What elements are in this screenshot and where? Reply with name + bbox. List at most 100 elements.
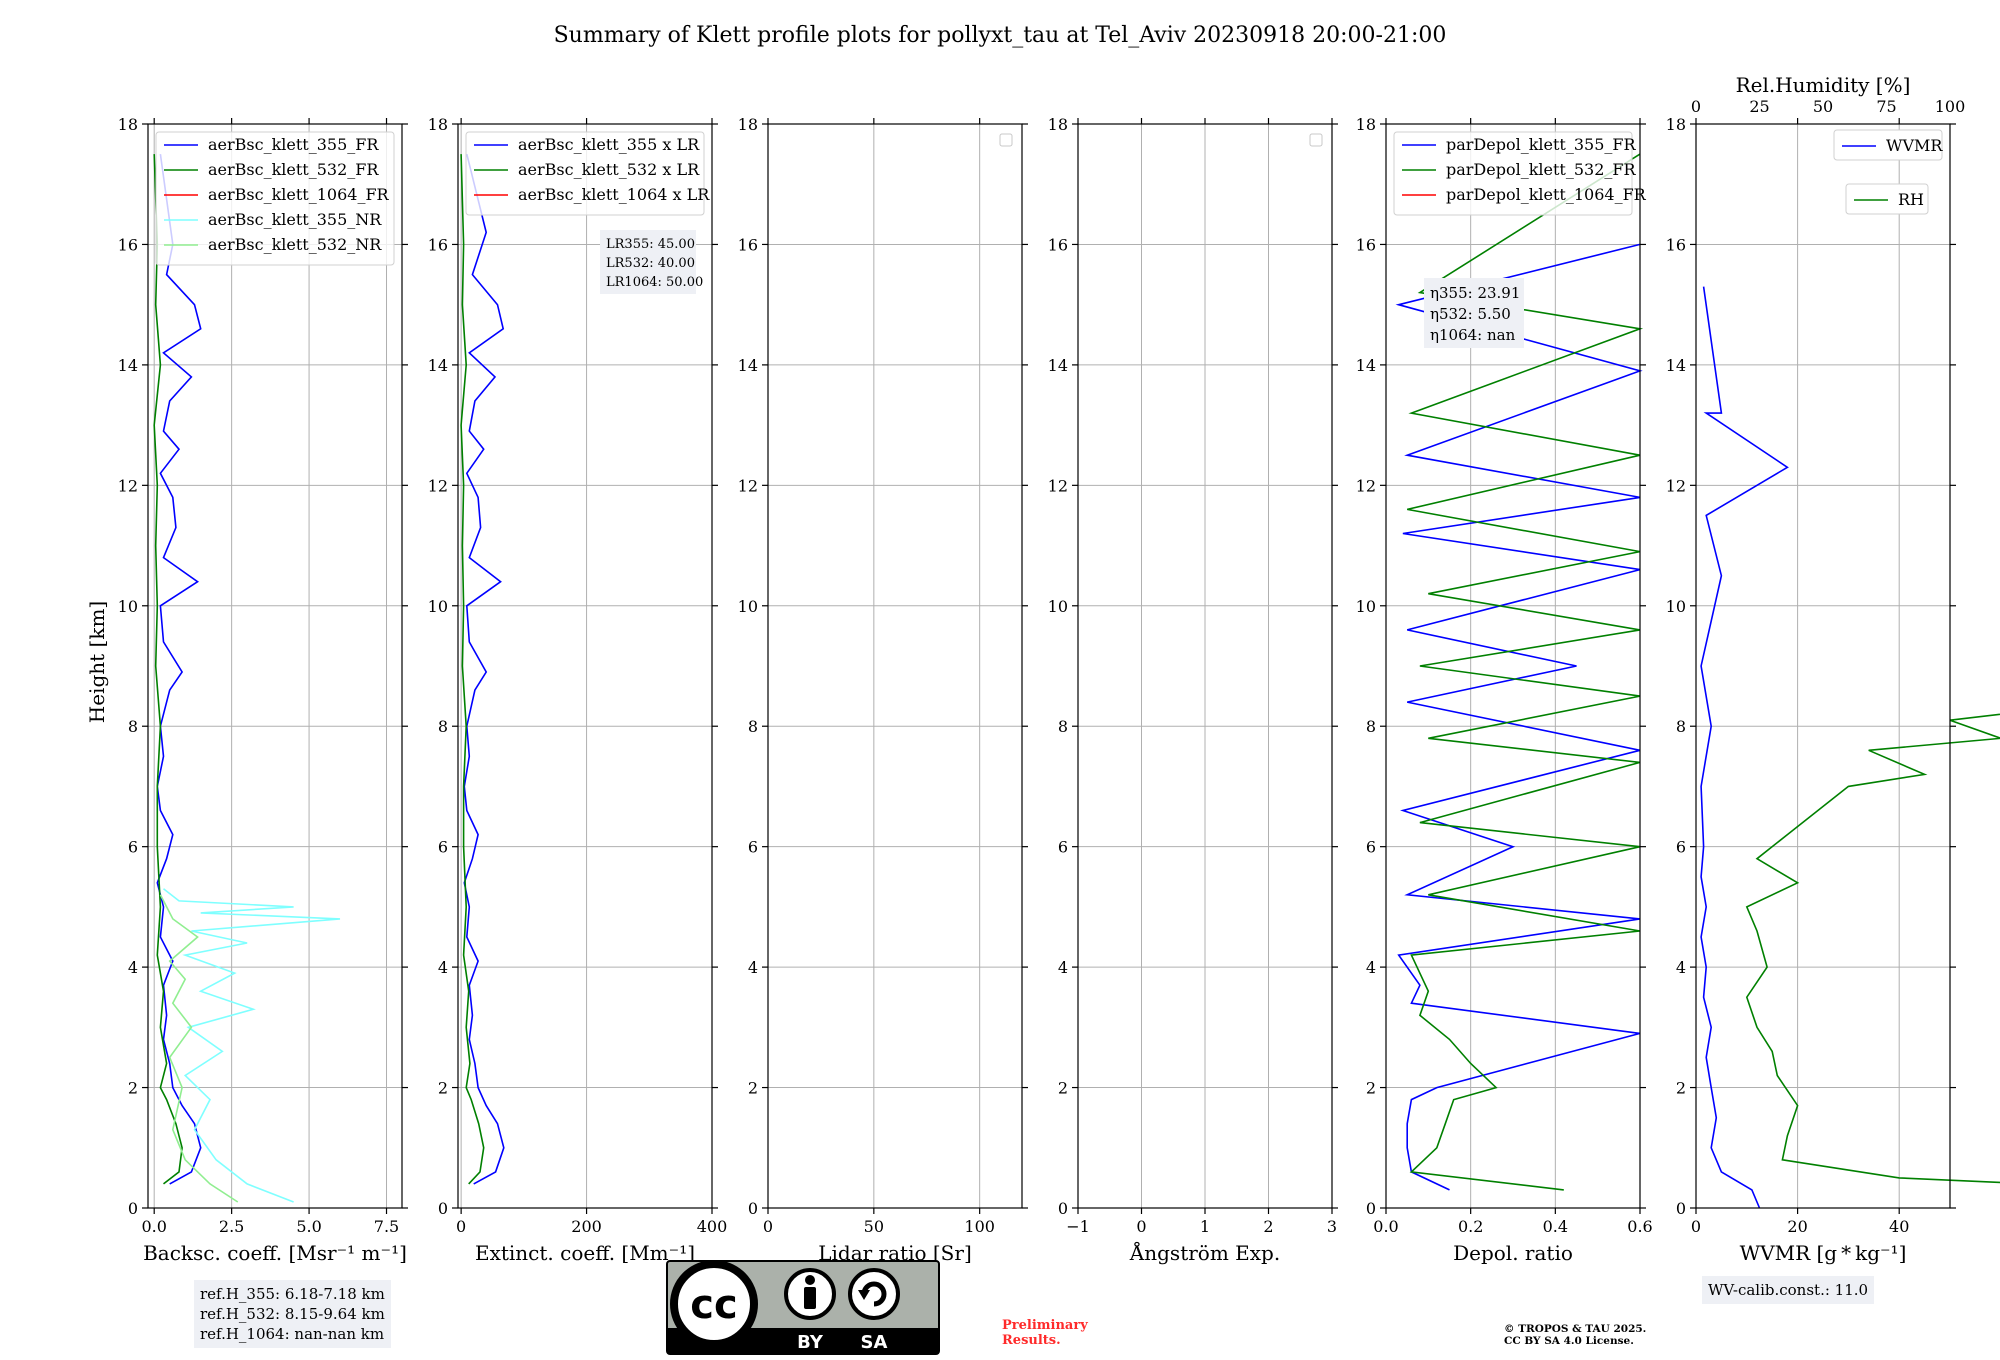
y-tick-label: 16: [1666, 235, 1686, 254]
panel-backscatter: 0 2 4 6 8 10 12 14 16 18 0.0 2.5 5.0 7.5 Backsc. coeff…: [118, 115, 408, 1265]
y-tick-label: 14: [738, 356, 758, 375]
y-tick-label: 2: [128, 1079, 138, 1098]
axes-frame: [1695, 123, 1951, 1209]
y-tick-label: 14: [1048, 356, 1068, 375]
y-tick-label: 6: [1366, 838, 1376, 857]
eta-annotation-line: η355: 23.91: [1430, 284, 1520, 302]
y-tick-label: 4: [438, 958, 448, 977]
ref-height-box: ref.H_355: 6.18-7.18 km ref.H_532: 8.15-…: [194, 1280, 391, 1348]
y-tick-label: 2: [1366, 1079, 1376, 1098]
y-tick-label: 16: [1356, 235, 1376, 254]
legend-box: [1845, 183, 1929, 215]
lr-annotation-box: [600, 230, 696, 294]
series-line-aerBsc_klett_532_NR: [159, 894, 239, 1203]
y-tick-label: 8: [438, 717, 448, 736]
y-tick-label: 4: [1366, 958, 1376, 977]
y-tick-label: 16: [428, 235, 448, 254]
y-tick-label: 18: [738, 115, 758, 134]
y-tick-label: 0: [128, 1199, 138, 1218]
y-tick-label: 18: [1048, 115, 1068, 134]
legend-label: WVMR: [1886, 136, 1943, 155]
x-axis-label: Extinct. coeff. [Mm⁻¹]: [475, 1241, 695, 1265]
x-tick-label: 5.0: [296, 1217, 321, 1236]
y-tick-label: 8: [1366, 717, 1376, 736]
x-axis-label: WVMR [g * kg⁻¹]: [1740, 1241, 1907, 1265]
x-tick-label: 0.2: [1458, 1217, 1483, 1236]
x-tick-label: 0: [1691, 1217, 1701, 1236]
y-tick-label: 0: [1058, 1199, 1068, 1218]
lr-annotation-line: LR532: 40.00: [606, 256, 695, 271]
x-tick-label: 2.5: [219, 1217, 244, 1236]
legend-label: aerBsc_klett_1064 x LR: [518, 185, 710, 204]
empty-legend-box: [999, 133, 1013, 147]
preliminary-line-2: Results.: [1002, 1333, 1061, 1348]
legend-label: parDepol_klett_532_FR: [1446, 160, 1637, 179]
copyright-line-2: CC BY SA 4.0 License.: [1504, 1335, 1634, 1347]
legend-box: [155, 131, 395, 266]
empty-legend-box: [1309, 133, 1323, 147]
y-tick-label: 14: [118, 356, 138, 375]
legend-label: aerBsc_klett_532_FR: [208, 160, 379, 179]
legend-label: aerBsc_klett_355_NR: [208, 210, 382, 229]
y-tick-label: 4: [128, 958, 138, 977]
x-tick-label: −1: [1066, 1217, 1090, 1236]
x-tick-label: 0: [763, 1217, 773, 1236]
y-tick-label: 8: [1058, 717, 1068, 736]
copyright-notice: © TROPOS & TAU 2025. CC BY SA 4.0 Licens…: [1504, 1323, 1646, 1347]
eta-annotation-line: η532: 5.50: [1430, 305, 1511, 323]
axes-frame: [457, 123, 713, 1209]
eta-annotation-line: η1064: nan: [1430, 326, 1516, 344]
legend-box: [1833, 129, 1943, 161]
y-tick-label: 14: [1666, 356, 1686, 375]
series-line-aerBsc_klett_532_FR: [153, 154, 183, 1185]
eta-annotation-box: [1424, 278, 1524, 348]
x-tick-label: 7.5: [374, 1217, 399, 1236]
cc-icon: [670, 1260, 758, 1348]
y-tick-label: 16: [1048, 235, 1068, 254]
y-tick-label: 12: [1666, 476, 1686, 495]
x-top-tick-label: 75: [1876, 97, 1896, 116]
y-tick-label: 2: [1676, 1079, 1686, 1098]
x-tick-label: 0.0: [141, 1217, 166, 1236]
series-line-aerBsc_klett_355 x LR: [463, 153, 505, 1185]
x-tick-label: 40: [1889, 1217, 1909, 1236]
x-top-tick-label: 0: [1691, 97, 1701, 116]
series-line-aerBsc_klett_355_NR: [163, 888, 341, 1203]
x-tick-label: 1: [1200, 1217, 1210, 1236]
cc-text: cc: [690, 1282, 737, 1328]
y-tick-label: 10: [1048, 597, 1068, 616]
ref-height-532: ref.H_532: 8.15-9.64 km: [200, 1305, 385, 1323]
x-tick-label: 0: [456, 1217, 466, 1236]
y-tick-label: 8: [1676, 717, 1686, 736]
y-tick-label: 6: [1676, 838, 1686, 857]
x-tick-label: 0: [1136, 1217, 1146, 1236]
ref-height-355: ref.H_355: 6.18-7.18 km: [200, 1285, 385, 1303]
x-tick-label: 0.4: [1543, 1217, 1568, 1236]
legend-label: aerBsc_klett_532 x LR: [518, 160, 700, 179]
x-tick-label: 50: [864, 1217, 884, 1236]
y-tick-label: 10: [118, 597, 138, 616]
legend-label: parDepol_klett_355_FR: [1446, 135, 1637, 154]
y-tick-label: 6: [438, 838, 448, 857]
y-tick-label: 18: [428, 115, 448, 134]
legend-label: aerBsc_klett_355 x LR: [518, 135, 700, 154]
x-top-tick-label: 100: [1935, 97, 1966, 116]
y-tick-label: 6: [128, 838, 138, 857]
legend-label: aerBsc_klett_532_NR: [208, 235, 382, 254]
y-tick-label: 12: [738, 476, 758, 495]
y-tick-label: 6: [748, 838, 758, 857]
y-tick-label: 14: [428, 356, 448, 375]
y-tick-label: 18: [1666, 115, 1686, 134]
y-tick-label: 10: [1666, 597, 1686, 616]
series-line-parDepol_klett_532_FR: [1407, 153, 1644, 1191]
panel-depol: 0 2 4 6 8 10 12 14 16 18 0.0 0.2 0.4 0.6 Depol. ratio p…: [1356, 115, 1653, 1265]
y-tick-label: 12: [428, 476, 448, 495]
axes-frame: [147, 123, 403, 1209]
legend-box: [1393, 131, 1633, 216]
x-tick-label: 2: [1263, 1217, 1273, 1236]
y-tick-label: 8: [748, 717, 758, 736]
